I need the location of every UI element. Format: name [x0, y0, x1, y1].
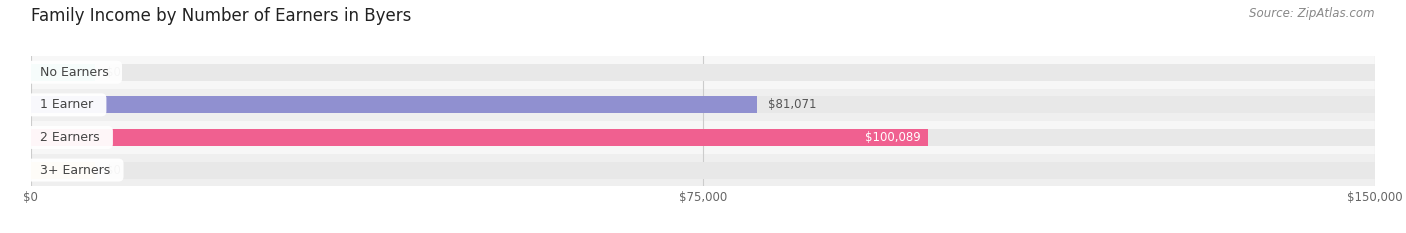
Text: $81,071: $81,071: [768, 98, 817, 111]
Bar: [31, 154, 1375, 186]
Bar: [31, 96, 1375, 113]
Bar: [31, 89, 1375, 121]
Text: 3+ Earners: 3+ Earners: [32, 164, 118, 177]
Text: Source: ZipAtlas.com: Source: ZipAtlas.com: [1250, 7, 1375, 20]
Bar: [31, 162, 96, 178]
Text: 1 Earner: 1 Earner: [32, 98, 101, 111]
Bar: [31, 56, 1375, 89]
Text: $100,089: $100,089: [865, 131, 921, 144]
Text: $0: $0: [107, 164, 121, 177]
Text: 2 Earners: 2 Earners: [32, 131, 108, 144]
Bar: [31, 96, 758, 113]
Bar: [31, 64, 1375, 81]
Bar: [31, 129, 928, 146]
Bar: [31, 64, 96, 81]
Text: No Earners: No Earners: [32, 66, 117, 79]
Bar: [31, 129, 1375, 146]
Text: Family Income by Number of Earners in Byers: Family Income by Number of Earners in By…: [31, 7, 412, 25]
Bar: [31, 121, 1375, 154]
Text: $0: $0: [107, 66, 121, 79]
Bar: [31, 162, 1375, 178]
